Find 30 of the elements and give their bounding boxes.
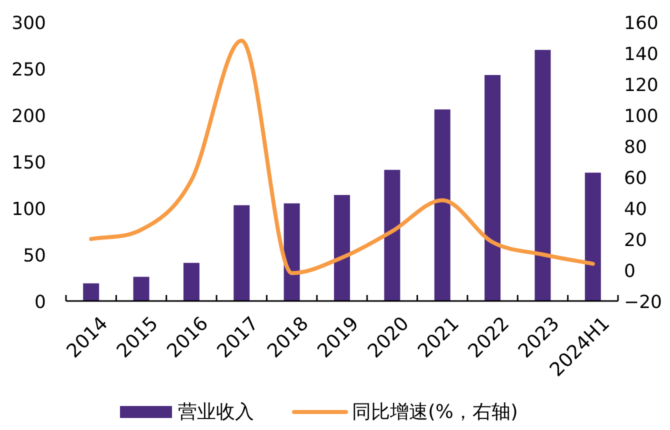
y2-tick-label: 120 xyxy=(624,75,658,96)
bar xyxy=(584,172,601,301)
bar xyxy=(434,109,450,301)
bar xyxy=(534,50,551,301)
y-tick-label: 300 xyxy=(12,13,46,34)
y-tick-label: 250 xyxy=(12,60,46,80)
legend-label: 营业收入 xyxy=(178,401,254,423)
y2-tick-label: 0 xyxy=(624,261,636,282)
y2-tick-label: 40 xyxy=(624,199,647,220)
y2-tick-label: 60 xyxy=(624,168,647,189)
y2-tick-label: 100 xyxy=(624,106,658,127)
legend-label: 同比增速(%，右轴) xyxy=(352,401,518,423)
y-tick-label: 0 xyxy=(34,292,46,313)
bar xyxy=(334,194,350,301)
bar xyxy=(183,262,200,301)
y-tick-label: 200 xyxy=(12,106,46,127)
y2-tick-label: 80 xyxy=(624,137,647,158)
bar xyxy=(484,75,501,301)
bar xyxy=(284,203,300,301)
y2-tick-label: 140 xyxy=(624,44,658,65)
y2-tick-label: −20 xyxy=(624,292,662,313)
y2-tick-label: 160 xyxy=(624,13,658,34)
bar xyxy=(133,276,150,301)
bar xyxy=(384,170,400,301)
y-tick-label: 50 xyxy=(23,246,46,266)
y-tick-label: 150 xyxy=(12,152,46,174)
bar xyxy=(234,205,250,301)
y2-tick-label: 20 xyxy=(624,230,647,251)
bar xyxy=(83,283,100,301)
y-tick-label: 100 xyxy=(12,199,46,220)
